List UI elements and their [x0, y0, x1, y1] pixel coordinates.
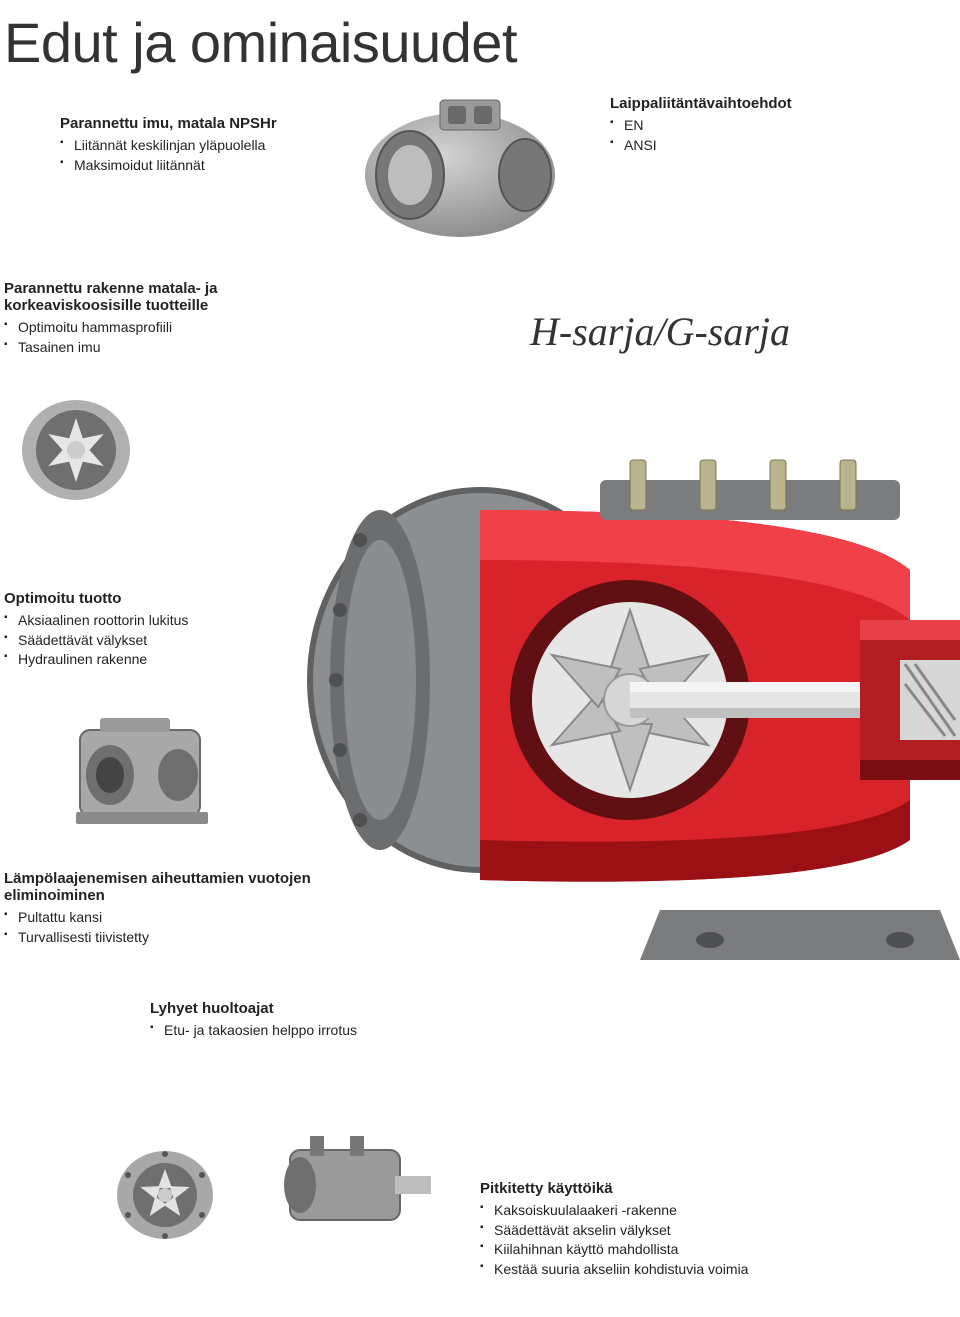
list-item: Maksimoidut liitännät: [60, 156, 277, 176]
feature-npshr: Parannettu imu, matala NPSHr Liitännät k…: [60, 115, 277, 175]
list-item: Liitännät keskilinjan yläpuolella: [60, 136, 277, 156]
gearbox-illustration: [60, 700, 230, 840]
feature-thermal: Lämpölaajenemisen aiheuttamien vuotojen …: [4, 870, 334, 947]
feature-lifetime-heading: Pitkitetty käyttöikä: [480, 1180, 748, 1197]
feature-flange-list: EN ANSI: [610, 116, 792, 155]
list-item: Tasainen imu: [4, 338, 304, 358]
feature-output: Optimoitu tuotto Aksiaalinen roottorin l…: [4, 590, 188, 670]
feature-flange-heading: Laippaliitäntävaihtoehdot: [610, 95, 792, 112]
feature-output-list: Aksiaalinen roottorin lukitus Säädettävä…: [4, 611, 188, 670]
feature-service-heading: Lyhyet huoltoajat: [150, 1000, 357, 1017]
list-item: Kaksoiskuulalaakeri -rakenne: [480, 1201, 748, 1221]
feature-npshr-list: Liitännät keskilinjan yläpuolella Maksim…: [60, 136, 277, 175]
feature-output-heading: Optimoitu tuotto: [4, 590, 188, 607]
feature-service-list: Etu- ja takaosien helppo irrotus: [150, 1021, 357, 1041]
feature-structure: Parannettu rakenne matala- ja korkeavisk…: [4, 280, 304, 357]
list-item: Kiilahihnan käyttö mahdollista: [480, 1240, 748, 1260]
feature-structure-list: Optimoitu hammasprofiili Tasainen imu: [4, 318, 304, 357]
impeller-illustration: [14, 390, 144, 510]
list-item: Pultattu kansi: [4, 908, 334, 928]
feature-flange: Laippaliitäntävaihtoehdot EN ANSI: [610, 95, 792, 155]
feature-service: Lyhyet huoltoajat Etu- ja takaosien help…: [150, 1000, 357, 1041]
cover-illustration: [110, 1140, 230, 1250]
feature-lifetime: Pitkitetty käyttöikä Kaksoiskuulalaakeri…: [480, 1180, 748, 1279]
feature-thermal-heading: Lämpölaajenemisen aiheuttamien vuotojen …: [4, 870, 334, 904]
list-item: Säädettävät välykset: [4, 631, 188, 651]
list-item: Hydraulinen rakenne: [4, 650, 188, 670]
list-item: ANSI: [610, 136, 792, 156]
pump-cutaway-illustration: [300, 420, 960, 980]
feature-lifetime-list: Kaksoiskuulalaakeri -rakenne Säädettävät…: [480, 1201, 748, 1279]
bearing-assembly-illustration: [250, 1110, 440, 1260]
list-item: Optimoitu hammasprofiili: [4, 318, 304, 338]
series-label: H-sarja/G-sarja: [530, 308, 790, 355]
list-item: Turvallisesti tiivistetty: [4, 928, 334, 948]
feature-structure-heading: Parannettu rakenne matala- ja korkeavisk…: [4, 280, 304, 314]
list-item: Aksiaalinen roottorin lukitus: [4, 611, 188, 631]
list-item: Säädettävät akselin välykset: [480, 1221, 748, 1241]
feature-thermal-list: Pultattu kansi Turvallisesti tiivistetty: [4, 908, 334, 947]
list-item: Kestää suuria akseliin kohdistuvia voimi…: [480, 1260, 748, 1280]
list-item: Etu- ja takaosien helppo irrotus: [150, 1021, 357, 1041]
list-item: EN: [610, 116, 792, 136]
flange-housing-illustration: [340, 80, 580, 250]
feature-npshr-heading: Parannettu imu, matala NPSHr: [60, 115, 277, 132]
